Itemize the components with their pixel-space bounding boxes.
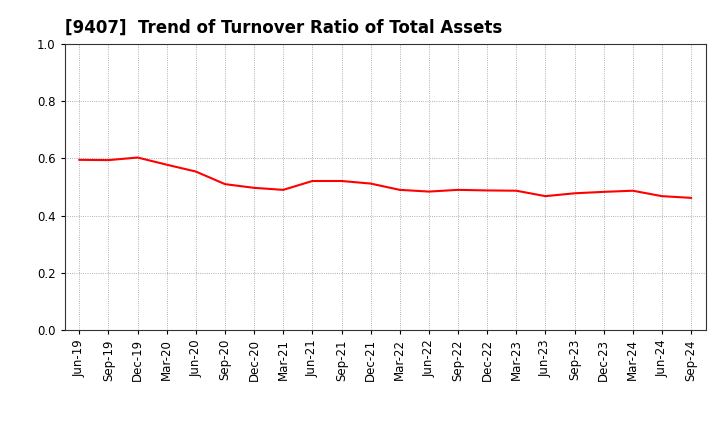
Text: [9407]  Trend of Turnover Ratio of Total Assets: [9407] Trend of Turnover Ratio of Total … (65, 19, 502, 37)
